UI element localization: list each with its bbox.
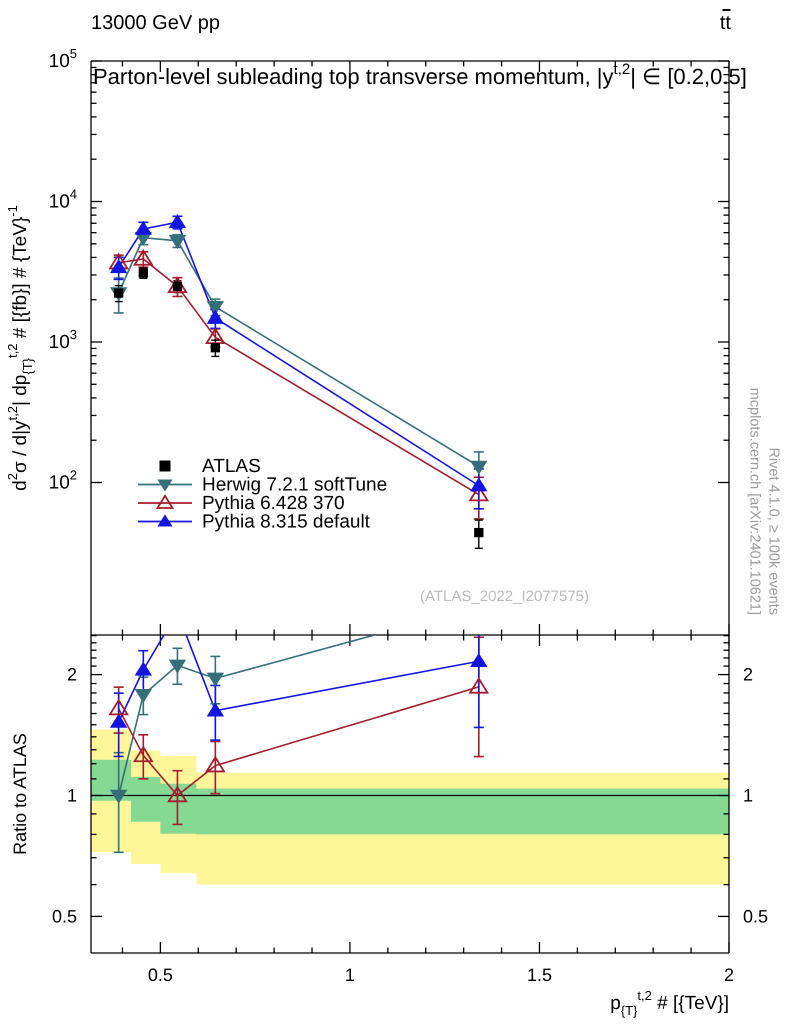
svg-text:1: 1 — [743, 786, 753, 806]
svg-text:1: 1 — [67, 786, 77, 806]
svg-text:0.5: 0.5 — [148, 965, 173, 985]
svg-text:2: 2 — [724, 965, 734, 985]
svg-text:Rivet 4.1.0, ≥ 100k events: Rivet 4.1.0, ≥ 100k events — [766, 447, 782, 615]
svg-text:mcplots.cern.ch [arXiv:2401.10: mcplots.cern.ch [arXiv:2401.10621] — [747, 388, 763, 615]
svg-text:Parton-level subleading top tr: Parton-level subleading top transverse m… — [93, 61, 747, 89]
svg-text:1: 1 — [345, 965, 355, 985]
svg-text:(ATLAS_2022_I2077575): (ATLAS_2022_I2077575) — [420, 588, 589, 605]
svg-text:2: 2 — [743, 665, 753, 685]
svg-text:2: 2 — [67, 665, 77, 685]
svg-text:tt: tt — [720, 12, 732, 34]
svg-text:13000 GeV pp: 13000 GeV pp — [91, 12, 220, 34]
svg-text:1.5: 1.5 — [527, 965, 552, 985]
svg-text:Pythia 8.315 default: Pythia 8.315 default — [202, 512, 371, 533]
svg-text:0.5: 0.5 — [743, 906, 768, 926]
svg-text:Ratio to ATLAS: Ratio to ATLAS — [10, 733, 30, 855]
svg-text:0.5: 0.5 — [52, 906, 77, 926]
